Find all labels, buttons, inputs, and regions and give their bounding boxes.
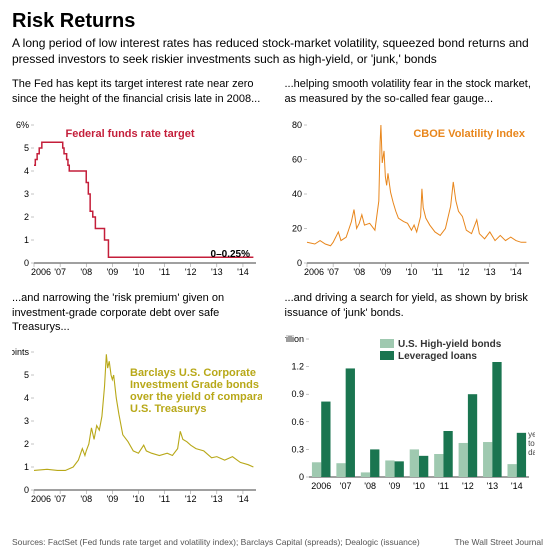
svg-text:'10: '10 bbox=[405, 267, 417, 277]
svg-text:'11: '11 bbox=[159, 267, 170, 277]
chart-issuance: ...and driving a search for yield, as sh… bbox=[285, 291, 544, 508]
chart-vix: ...helping smooth volatility fear in the… bbox=[285, 77, 544, 281]
svg-text:'08: '08 bbox=[80, 494, 92, 504]
svg-text:0.3: 0.3 bbox=[291, 445, 304, 455]
svg-text:'14: '14 bbox=[237, 494, 249, 504]
svg-text:0: 0 bbox=[296, 258, 301, 268]
svg-text:20: 20 bbox=[291, 224, 301, 234]
svg-text:3: 3 bbox=[24, 416, 29, 426]
svg-text:CBOE Volatility Index: CBOE Volatility Index bbox=[413, 128, 526, 140]
svg-text:'14: '14 bbox=[510, 481, 522, 491]
svg-text:'08: '08 bbox=[364, 481, 376, 491]
svg-text:5: 5 bbox=[24, 370, 29, 380]
svg-text:0: 0 bbox=[24, 485, 29, 495]
svg-text:2006: 2006 bbox=[311, 481, 331, 491]
svg-text:'07: '07 bbox=[327, 267, 339, 277]
svg-text:'14: '14 bbox=[237, 267, 249, 277]
svg-text:80: 80 bbox=[291, 120, 301, 130]
svg-text:4: 4 bbox=[24, 393, 29, 403]
svg-text:'14: '14 bbox=[510, 267, 522, 277]
credit: The Wall Street Journal bbox=[455, 537, 544, 547]
chart-spread: ...and narrowing the 'risk premium' give… bbox=[12, 291, 271, 508]
svg-text:2006: 2006 bbox=[31, 494, 51, 504]
svg-text:'09: '09 bbox=[106, 267, 118, 277]
svg-text:'07: '07 bbox=[54, 494, 66, 504]
svg-text:1: 1 bbox=[24, 235, 29, 245]
svg-text:'11: '11 bbox=[437, 481, 448, 491]
chart-spread-intro: ...and narrowing the 'risk premium' give… bbox=[12, 291, 271, 334]
svg-text:'10: '10 bbox=[133, 494, 145, 504]
svg-text:4: 4 bbox=[24, 166, 29, 176]
svg-text:'08: '08 bbox=[353, 267, 365, 277]
sources: Sources: FactSet (Fed funds rate target … bbox=[12, 537, 420, 547]
svg-text:'13: '13 bbox=[211, 494, 223, 504]
svg-text:'10: '10 bbox=[413, 481, 425, 491]
svg-text:0: 0 bbox=[298, 472, 303, 482]
svg-text:'11: '11 bbox=[159, 494, 170, 504]
svg-text:Federal funds rate target: Federal funds rate target bbox=[66, 128, 195, 140]
svg-text:0: 0 bbox=[24, 258, 29, 268]
svg-text:Leveraged loans: Leveraged loans bbox=[398, 351, 477, 362]
svg-text:0.9: 0.9 bbox=[291, 390, 304, 400]
subhead: A long period of low interest rates has … bbox=[12, 35, 543, 67]
svg-text:'10: '10 bbox=[133, 267, 145, 277]
svg-text:'09: '09 bbox=[388, 481, 400, 491]
svg-text:1: 1 bbox=[24, 462, 29, 472]
svg-text:yeartodate: yeartodate bbox=[528, 430, 535, 457]
svg-text:'12: '12 bbox=[185, 494, 197, 504]
svg-text:'07: '07 bbox=[339, 481, 351, 491]
chart-fed-intro: The Fed has kept its target interest rat… bbox=[12, 77, 271, 107]
svg-text:'12: '12 bbox=[185, 267, 197, 277]
svg-text:0–0.25%: 0–0.25% bbox=[211, 249, 251, 260]
svg-text:0.6: 0.6 bbox=[291, 417, 304, 427]
svg-text:'12: '12 bbox=[462, 481, 474, 491]
svg-text:'07: '07 bbox=[54, 267, 66, 277]
svg-text:U.S. High-yield bonds: U.S. High-yield bonds bbox=[398, 339, 502, 350]
svg-text:6 pct. points: 6 pct. points bbox=[12, 347, 29, 357]
svg-text:$1.5 trillion: $1.5 trillion bbox=[285, 334, 304, 344]
svg-text:2006: 2006 bbox=[303, 267, 323, 277]
svg-text:40: 40 bbox=[291, 189, 301, 199]
headline: Risk Returns bbox=[12, 10, 543, 33]
svg-text:6%: 6% bbox=[16, 120, 29, 130]
chart-issuance-intro: ...and driving a search for yield, as sh… bbox=[285, 291, 544, 321]
svg-text:'12: '12 bbox=[457, 267, 469, 277]
svg-text:2006: 2006 bbox=[31, 267, 51, 277]
svg-text:'13: '13 bbox=[486, 481, 498, 491]
svg-text:2: 2 bbox=[24, 212, 29, 222]
svg-text:Barclays U.S. CorporateInvestm: Barclays U.S. CorporateInvestment Grade … bbox=[130, 367, 262, 415]
svg-text:5: 5 bbox=[24, 143, 29, 153]
svg-text:'11: '11 bbox=[432, 267, 443, 277]
svg-text:3: 3 bbox=[24, 189, 29, 199]
chart-vix-intro: ...helping smooth volatility fear in the… bbox=[285, 77, 544, 107]
svg-text:1.2: 1.2 bbox=[291, 362, 304, 372]
svg-text:'09: '09 bbox=[379, 267, 391, 277]
svg-text:2: 2 bbox=[24, 439, 29, 449]
svg-text:'13: '13 bbox=[483, 267, 495, 277]
svg-text:60: 60 bbox=[291, 155, 301, 165]
chart-fed: The Fed has kept its target interest rat… bbox=[12, 77, 271, 281]
svg-text:'13: '13 bbox=[211, 267, 223, 277]
svg-text:'09: '09 bbox=[106, 494, 118, 504]
svg-text:'08: '08 bbox=[80, 267, 92, 277]
